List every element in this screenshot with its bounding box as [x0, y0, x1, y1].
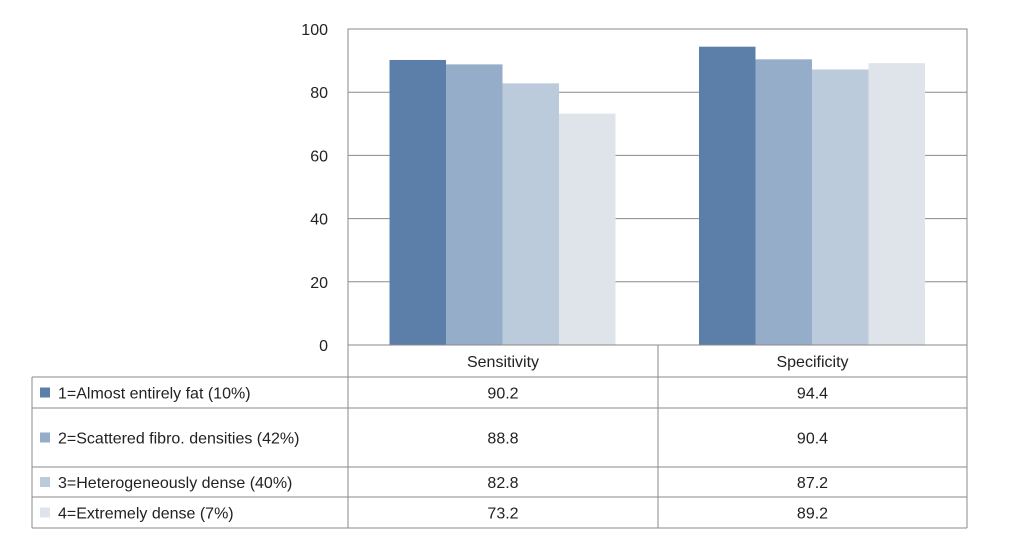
bars	[389, 46, 925, 346]
bar	[699, 46, 756, 346]
y-axis: 0 20 40 60 80 100	[301, 22, 328, 355]
bar	[755, 59, 812, 345]
bar	[868, 63, 925, 346]
table-cell-value: 87.2	[797, 475, 828, 492]
bar	[446, 64, 503, 345]
legend-label: 1=Almost entirely fat (10%)	[58, 386, 251, 403]
table-cell-value: 94.4	[797, 386, 828, 403]
y-tick-label: 60	[310, 148, 328, 165]
legend-swatch	[40, 507, 50, 518]
bar	[389, 59, 446, 346]
category-label: Specificity	[776, 354, 848, 371]
legend-swatch	[40, 477, 50, 487]
table-cell-value: 73.2	[487, 506, 518, 523]
table-cell-value: 89.2	[797, 506, 828, 523]
table-cell-value: 90.2	[487, 386, 518, 403]
table-cell-value: 88.8	[487, 431, 518, 448]
data-table: Sensitivity Specificity 1=Almost entirely …	[31, 344, 968, 529]
y-tick-label: 80	[310, 85, 328, 102]
y-tick-label: 100	[301, 22, 328, 39]
plot-border	[347, 28, 968, 345]
legend-label: 3=Heterogeneously dense (40%)	[58, 475, 292, 492]
legend-label: 4=Extremely dense (7%)	[58, 506, 234, 523]
bar	[559, 113, 616, 345]
bar	[812, 69, 869, 345]
legend-swatch	[40, 432, 50, 443]
category-label: Sensitivity	[467, 354, 539, 371]
y-tick-label: 0	[319, 338, 328, 355]
y-tick-label: 40	[310, 212, 328, 229]
y-tick-label: 20	[310, 275, 328, 292]
table-cell-value: 82.8	[487, 475, 518, 492]
table-cell-value: 90.4	[797, 431, 828, 448]
legend-label: 2=Scattered fibro. densities (42%)	[58, 431, 299, 448]
bar	[502, 83, 559, 346]
legend-swatch	[40, 387, 50, 398]
